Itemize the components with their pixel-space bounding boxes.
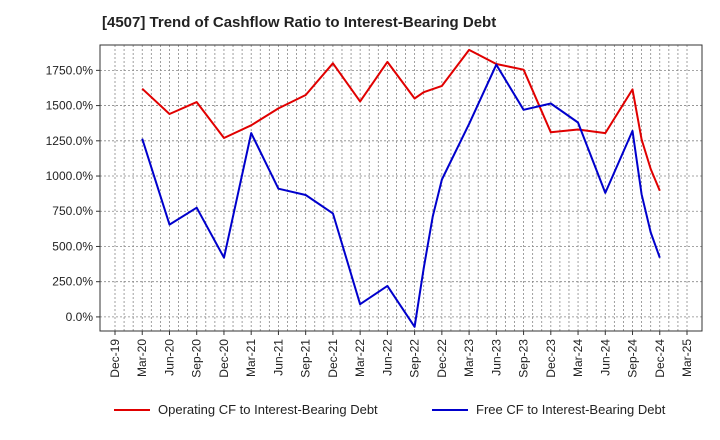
series-line-free-cf xyxy=(141,63,661,328)
x-tick-label: Jun-22 xyxy=(380,339,394,376)
x-tick-label: Mar-20 xyxy=(135,339,149,377)
y-tick-label: 500.0% xyxy=(52,239,93,253)
x-tick-label: Sep-24 xyxy=(626,339,640,378)
x-axis: Dec-19 Mar-20 Jun-20 Sep-20 Dec-20 Mar-21 Jun-… xyxy=(108,331,694,378)
x-tick-label: Dec-23 xyxy=(544,339,558,378)
x-tick-label: Sep-22 xyxy=(408,339,422,378)
legend: Operating CF to Interest-Bearing Debt Fr… xyxy=(0,402,720,426)
x-tick-label: Sep-20 xyxy=(190,339,204,378)
x-tick-label: Dec-22 xyxy=(435,339,449,378)
x-tick-label: Dec-24 xyxy=(653,339,667,378)
x-tick-label: Mar-25 xyxy=(680,339,694,377)
x-tick-label: Mar-24 xyxy=(571,339,585,377)
legend-item-operating-cf: Operating CF to Interest-Bearing Debt xyxy=(114,402,378,417)
x-tick-label: Jun-20 xyxy=(162,339,176,376)
legend-swatch-operating-cf xyxy=(114,408,150,411)
y-tick-label: 1750.0% xyxy=(46,63,94,77)
x-tick-label: Dec-20 xyxy=(217,339,231,378)
legend-label-operating-cf: Operating CF to Interest-Bearing Debt xyxy=(158,402,378,417)
y-tick-label: 1000.0% xyxy=(46,169,94,183)
legend-item-free-cf: Free CF to Interest-Bearing Debt xyxy=(432,402,665,417)
chart-title: [4507] Trend of Cashflow Ratio to Intere… xyxy=(102,14,497,31)
x-tick-label: Jun-24 xyxy=(598,339,612,376)
series-layer xyxy=(141,48,661,328)
x-tick-label: Mar-23 xyxy=(462,339,476,377)
legend-label-free-cf: Free CF to Interest-Bearing Debt xyxy=(476,402,666,417)
series-line-operating-cf xyxy=(141,48,661,192)
x-tick-label: Sep-21 xyxy=(299,339,313,378)
x-tick-label: Mar-21 xyxy=(244,339,258,377)
y-tick-label: 1500.0% xyxy=(46,99,94,113)
x-tick-label: Dec-21 xyxy=(326,339,340,378)
x-tick-label: Dec-19 xyxy=(108,339,122,378)
y-tick-label: 0.0% xyxy=(66,310,94,324)
x-tick-label: Sep-23 xyxy=(517,339,531,378)
y-axis: 0.0% 250.0% 500.0% 750.0% 1000.0% 1250.0% 1500… xyxy=(46,63,100,324)
y-tick-label: 250.0% xyxy=(52,275,93,289)
x-tick-label: Jun-23 xyxy=(489,339,503,376)
grid-layer xyxy=(100,45,702,331)
y-tick-label: 1250.0% xyxy=(46,134,94,148)
plot-frame xyxy=(99,44,703,332)
legend-swatch-free-cf xyxy=(432,408,468,411)
x-tick-label: Jun-21 xyxy=(271,339,285,376)
x-tick-label: Mar-22 xyxy=(353,339,367,377)
y-tick-label: 750.0% xyxy=(52,204,93,218)
